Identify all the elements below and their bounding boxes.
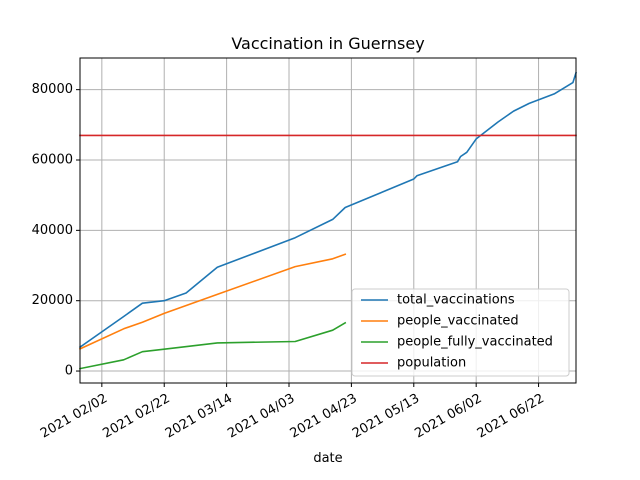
series-line-total-vaccinations bbox=[78, 71, 578, 349]
y-tick-label: 80000 bbox=[32, 82, 73, 97]
y-tick-label: 0 bbox=[65, 364, 73, 379]
x-axis-label: date bbox=[313, 451, 342, 466]
y-tick-label: 60000 bbox=[32, 153, 73, 168]
legend-label: population bbox=[397, 356, 466, 371]
chart-title: Vaccination in Guernsey bbox=[231, 34, 424, 53]
legend-box bbox=[351, 288, 570, 377]
plot-lines bbox=[78, 71, 578, 370]
legend-label: total_vaccinations bbox=[397, 293, 515, 308]
legend: total_vaccinations people_vaccinatedpeopl… bbox=[351, 288, 570, 377]
series-line-people-fully-vaccinated bbox=[79, 321, 347, 370]
legend-label: people_vaccinated bbox=[397, 314, 519, 329]
y-tick-label: 40000 bbox=[32, 223, 73, 238]
plot-area-frame bbox=[79, 57, 577, 384]
series-line-people-vaccinated bbox=[78, 253, 347, 350]
y-tick-label: 20000 bbox=[32, 293, 73, 308]
legend-label: people_fully_vaccinated bbox=[397, 335, 553, 350]
